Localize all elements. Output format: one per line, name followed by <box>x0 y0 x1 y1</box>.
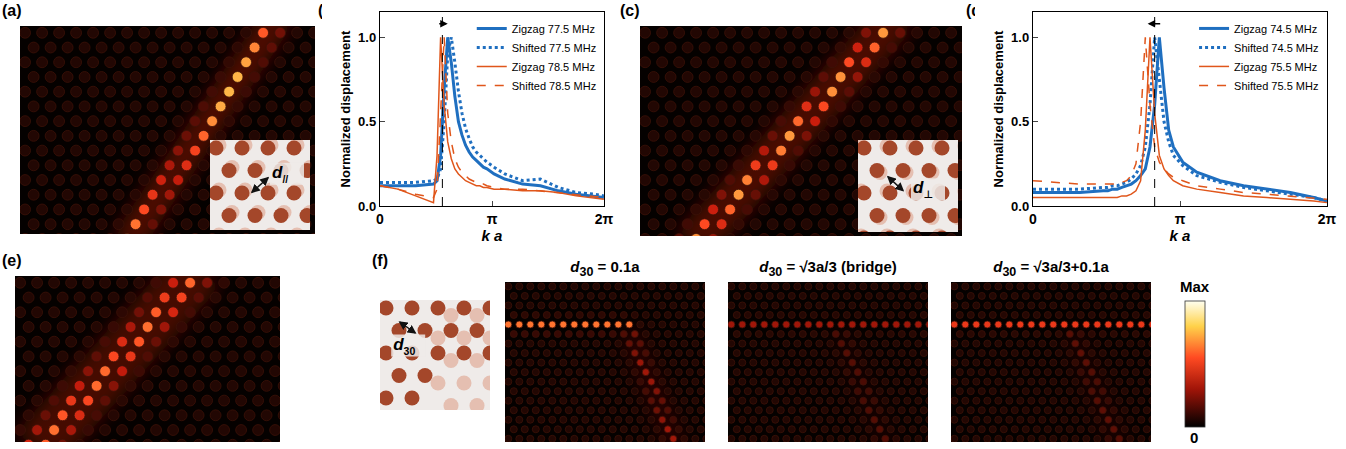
svg-text:Shifted 78.5 MHz: Shifted 78.5 MHz <box>512 80 596 92</box>
svg-text:d30: d30 <box>393 335 415 357</box>
html-text:(a): (a) <box>2 2 22 19</box>
html-text:(b): (b) <box>318 2 339 19</box>
svg-text:π: π <box>487 211 498 227</box>
svg-text:Zigzag 77.5 MHz: Zigzag 77.5 MHz <box>512 23 595 35</box>
svg-text:Normalized displacement: Normalized displacement <box>991 30 1006 187</box>
svg-text:π: π <box>1175 211 1186 227</box>
svg-text:Shifted 77.5 MHz: Shifted 77.5 MHz <box>512 42 596 54</box>
html-text:d30= √3a/3 (bridge): d30= √3a/3 (bridge) <box>759 258 897 279</box>
html-text:(e): (e) <box>2 252 22 269</box>
html-text:0: 0 <box>1190 429 1199 446</box>
svg-text:k a: k a <box>1170 227 1191 244</box>
svg-text:Zigzag 78.5 MHz: Zigzag 78.5 MHz <box>512 61 595 73</box>
html-text:Max: Max <box>1180 278 1210 295</box>
svg-text:d//: d// <box>272 163 288 185</box>
svg-text:0.5: 0.5 <box>358 114 376 129</box>
svg-text:Shifted 74.5 MHz: Shifted 74.5 MHz <box>1234 42 1318 54</box>
svg-text:2π: 2π <box>595 211 614 227</box>
html-text:(c): (c) <box>620 2 640 19</box>
svg-text:2π: 2π <box>1318 211 1337 227</box>
html-text:d30= 0.1a: d30= 0.1a <box>570 258 640 279</box>
svg-text:0: 0 <box>376 211 384 227</box>
svg-text:k a: k a <box>482 227 503 244</box>
svg-text:0: 0 <box>1029 211 1037 227</box>
svg-text:d⊥: d⊥ <box>913 178 933 200</box>
svg-text:1.0: 1.0 <box>1011 30 1029 45</box>
svg-text:Normalized displacement: Normalized displacement <box>338 30 353 187</box>
html-text:(d): (d) <box>966 2 987 19</box>
svg-text:0.0: 0.0 <box>1011 199 1029 214</box>
svg-text:Shifted 75.5 MHz: Shifted 75.5 MHz <box>1234 80 1318 92</box>
svg-text:Zigzag 75.5 MHz: Zigzag 75.5 MHz <box>1234 61 1317 73</box>
html-text:d30= √3a/3+0.1a: d30= √3a/3+0.1a <box>993 258 1109 279</box>
html-text:(f): (f) <box>372 252 388 269</box>
svg-text:Zigzag 74.5 MHz: Zigzag 74.5 MHz <box>1234 23 1317 35</box>
svg-text:1.0: 1.0 <box>358 30 376 45</box>
svg-text:0.0: 0.0 <box>358 199 376 214</box>
svg-text:0.5: 0.5 <box>1011 114 1029 129</box>
